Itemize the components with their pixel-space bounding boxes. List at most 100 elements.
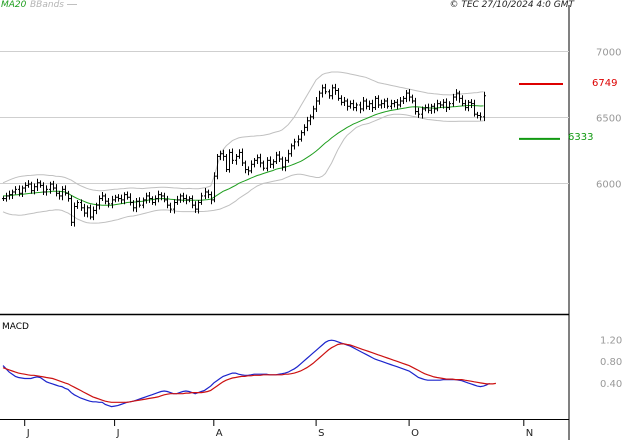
price-bar (67, 190, 70, 202)
price-bar (138, 197, 141, 208)
price-bar (123, 192, 126, 205)
price-bar (269, 156, 272, 168)
signal-line (2, 343, 496, 403)
price-bar (216, 154, 219, 180)
price-bar (185, 194, 188, 205)
price-bar (417, 107, 420, 118)
price-bar (117, 194, 120, 202)
y-tick-labels: 7000 6500 6000 1.20 0.80 0.40 (596, 48, 622, 390)
macd-y-tick-label: 0.40 (600, 379, 622, 390)
price-bar (39, 180, 42, 188)
price-bar (33, 183, 36, 195)
price-bar (5, 192, 8, 202)
price-bar (349, 100, 352, 109)
price-bar (45, 185, 48, 196)
price-bar (458, 90, 461, 103)
price-bar (238, 149, 241, 159)
price-bar (228, 149, 231, 173)
price-bar (253, 157, 256, 168)
x-tick-label: J (116, 428, 120, 439)
price-bar (284, 157, 287, 172)
price-bar (241, 148, 244, 167)
bband-upper-line (2, 71, 484, 192)
price-y-tick-label: 6500 (596, 114, 621, 125)
price-bar (396, 99, 399, 110)
price-bar (467, 99, 470, 112)
price-bar (371, 99, 374, 112)
price-bar (111, 195, 114, 209)
price-bar (399, 97, 402, 108)
price-bar (24, 182, 27, 193)
price-bar (129, 193, 132, 206)
price-bar (14, 186, 17, 195)
price-bar (235, 154, 238, 165)
price-bar (380, 99, 383, 109)
price-bar (464, 99, 467, 111)
price-bar (259, 153, 262, 168)
price-bar (368, 100, 371, 110)
price-bar (377, 95, 380, 109)
legend-bbands: BBands (30, 0, 77, 11)
macd-y-tick-label: 0.80 (600, 357, 622, 368)
price-bar (76, 200, 79, 209)
price-bar (306, 116, 309, 132)
price-bar (219, 150, 222, 161)
price-bar (21, 185, 24, 197)
price-bar (383, 98, 386, 109)
price-bar (424, 104, 427, 112)
x-tick-label: N (526, 428, 533, 439)
price-bar (318, 90, 321, 105)
price-bar (73, 202, 76, 227)
x-tick-label: A (216, 428, 223, 439)
price-bar (120, 194, 123, 204)
price-bar (452, 93, 455, 107)
resistance-level-label: 6749 (592, 78, 618, 89)
price-bar (297, 135, 300, 147)
price-levels (519, 83, 563, 140)
price-bar (64, 185, 67, 196)
price-bar (204, 188, 207, 199)
price-bar (55, 184, 58, 197)
price-bar (321, 84, 324, 98)
price-bar (166, 195, 169, 209)
x-tick-label: S (318, 428, 324, 439)
price-y-tick-label: 7000 (596, 48, 621, 59)
price-bar (247, 166, 250, 176)
gridlines (0, 51, 569, 184)
price-bar (343, 97, 346, 107)
price-bar (256, 154, 259, 165)
price-bar (340, 95, 343, 106)
macd-y-tick-label: 1.20 (600, 336, 622, 347)
price-bar (430, 103, 433, 114)
chart-frame (0, 5, 570, 440)
price-bar (433, 103, 436, 114)
legend-ma20: MA20 (1, 0, 27, 10)
price-bar (52, 180, 55, 191)
price-bar (148, 191, 151, 203)
price-bar (362, 97, 365, 112)
copyright-text: © TEC 27/10/2024 4:0 GMT (449, 0, 574, 10)
bollinger-bands (2, 71, 484, 224)
price-bar (421, 106, 424, 119)
macd-line (2, 339, 490, 408)
price-bar (300, 130, 303, 142)
price-bar (461, 95, 464, 107)
price-bar (11, 189, 14, 199)
price-bar (455, 89, 458, 101)
price-bar (92, 206, 95, 221)
price-bar (191, 195, 194, 209)
price-bar (436, 99, 439, 112)
price-bar (278, 151, 281, 163)
price-bar (58, 190, 61, 200)
price-bar (442, 99, 445, 109)
price-bar (98, 195, 101, 210)
price-bar (176, 195, 179, 205)
price-bar (408, 89, 411, 102)
price-bar (157, 190, 160, 203)
price-bar (80, 199, 83, 211)
price-bar (244, 160, 247, 174)
price-bar (390, 99, 393, 110)
price-bar (49, 181, 52, 194)
